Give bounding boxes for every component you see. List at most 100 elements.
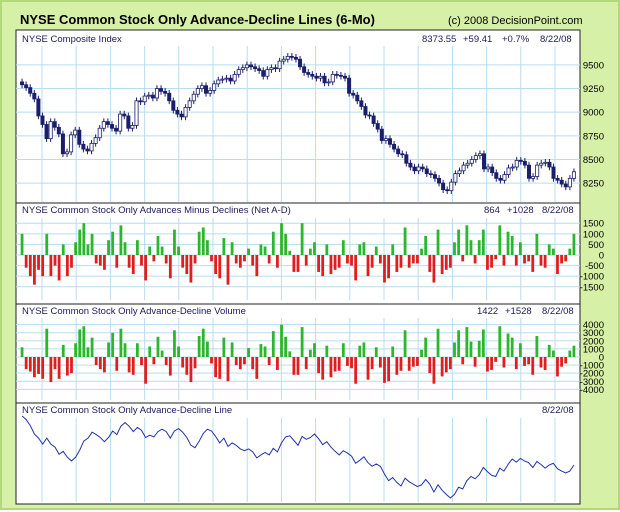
- bar-positive: [403, 330, 407, 357]
- bar-negative: [251, 255, 255, 266]
- candle: [547, 158, 552, 171]
- candle: [228, 74, 233, 85]
- bar-negative: [531, 357, 535, 375]
- candle: [424, 165, 429, 177]
- bar-positive: [465, 225, 469, 255]
- bar-positive: [247, 348, 250, 357]
- candle: [306, 69, 311, 78]
- net-ad-readout-value: 864: [484, 205, 500, 216]
- bar-positive: [477, 240, 481, 255]
- bar-positive: [263, 346, 267, 357]
- bar-negative: [448, 357, 452, 370]
- candle: [518, 157, 523, 165]
- bar-negative: [440, 357, 444, 377]
- bar-negative: [214, 255, 218, 275]
- bar-negative: [444, 255, 448, 270]
- bar-positive: [374, 347, 378, 357]
- bar-negative: [387, 255, 391, 279]
- bar-negative: [527, 255, 531, 262]
- y-tick-label: 1500: [583, 219, 604, 230]
- bar-positive: [20, 233, 24, 255]
- bar-positive: [481, 329, 485, 357]
- candle: [44, 121, 49, 142]
- candle: [567, 175, 572, 191]
- bar-positive: [572, 345, 576, 357]
- bar-positive: [362, 342, 366, 357]
- bar-negative: [333, 255, 337, 270]
- bar-positive: [498, 225, 502, 255]
- bar-positive: [358, 345, 362, 357]
- bar-negative: [514, 357, 518, 370]
- bar-positive: [119, 328, 123, 357]
- panel-price: NYSE Composite Index 8373.55 +59.41 +0.7…: [16, 34, 604, 202]
- y-tick-label: -1000: [580, 361, 604, 372]
- ad-volume-bars: [20, 324, 576, 384]
- bar-negative: [41, 357, 45, 379]
- candle: [101, 118, 106, 132]
- bar-negative: [337, 255, 341, 268]
- candle: [343, 72, 348, 82]
- y-tick-label: 500: [588, 240, 604, 251]
- bar-positive: [173, 229, 176, 255]
- y-tick-label: 1000: [583, 229, 604, 240]
- bar-negative: [473, 255, 477, 264]
- bar-negative: [560, 255, 563, 264]
- candle: [265, 66, 270, 80]
- bar-positive: [453, 242, 456, 255]
- y-tick-label: 9500: [583, 60, 604, 71]
- candle: [204, 82, 209, 97]
- net-ad-readout-date: 8/22/08: [542, 205, 574, 216]
- candle: [404, 151, 409, 167]
- bar-positive: [197, 231, 201, 255]
- candle: [122, 110, 127, 120]
- candle: [216, 76, 221, 88]
- candle: [163, 88, 168, 97]
- candle: [20, 78, 25, 89]
- bar-negative: [214, 357, 218, 378]
- candle: [539, 159, 544, 169]
- ad-volume-panel-title: NYSE Common Stock Only Advance-Decline V…: [22, 306, 246, 317]
- bar-negative: [168, 357, 172, 376]
- bar-positive: [436, 229, 440, 255]
- bar-positive: [572, 233, 576, 255]
- bar-positive: [424, 337, 428, 357]
- bar-negative: [98, 255, 102, 266]
- bar-negative: [267, 255, 271, 264]
- bar-positive: [374, 246, 378, 255]
- candle: [322, 72, 327, 87]
- bar-negative: [556, 255, 559, 275]
- bar-negative: [255, 255, 259, 277]
- candle: [24, 81, 29, 91]
- chart-title: NYSE Common Stock Only Advance-Decline L…: [20, 12, 375, 27]
- bar-positive: [45, 328, 49, 357]
- candle: [142, 92, 147, 106]
- bar-positive: [506, 333, 510, 357]
- bar-negative: [366, 255, 370, 277]
- bar-positive: [259, 344, 263, 357]
- candle: [408, 159, 413, 171]
- bar-negative: [210, 255, 213, 262]
- candle: [114, 124, 119, 135]
- bar-positive: [230, 342, 234, 357]
- candle: [191, 90, 196, 105]
- bar-positive: [222, 337, 226, 357]
- candle: [220, 75, 225, 84]
- bar-negative: [243, 255, 246, 262]
- candle: [130, 122, 135, 132]
- candle: [138, 97, 143, 106]
- candle: [285, 53, 290, 63]
- price-readout-percent: +0.7%: [502, 34, 530, 45]
- bar-negative: [321, 357, 325, 380]
- bar-negative: [317, 255, 320, 272]
- bar-positive: [308, 349, 312, 357]
- y-tick-label: 8500: [583, 155, 604, 166]
- bar-positive: [284, 233, 288, 255]
- bar-positive: [568, 350, 572, 357]
- candle: [441, 179, 446, 194]
- candle: [277, 57, 282, 72]
- bar-negative: [399, 357, 403, 371]
- bar-negative: [49, 255, 53, 277]
- bar-negative: [115, 357, 119, 371]
- candle: [571, 168, 576, 182]
- bar-negative: [276, 255, 279, 268]
